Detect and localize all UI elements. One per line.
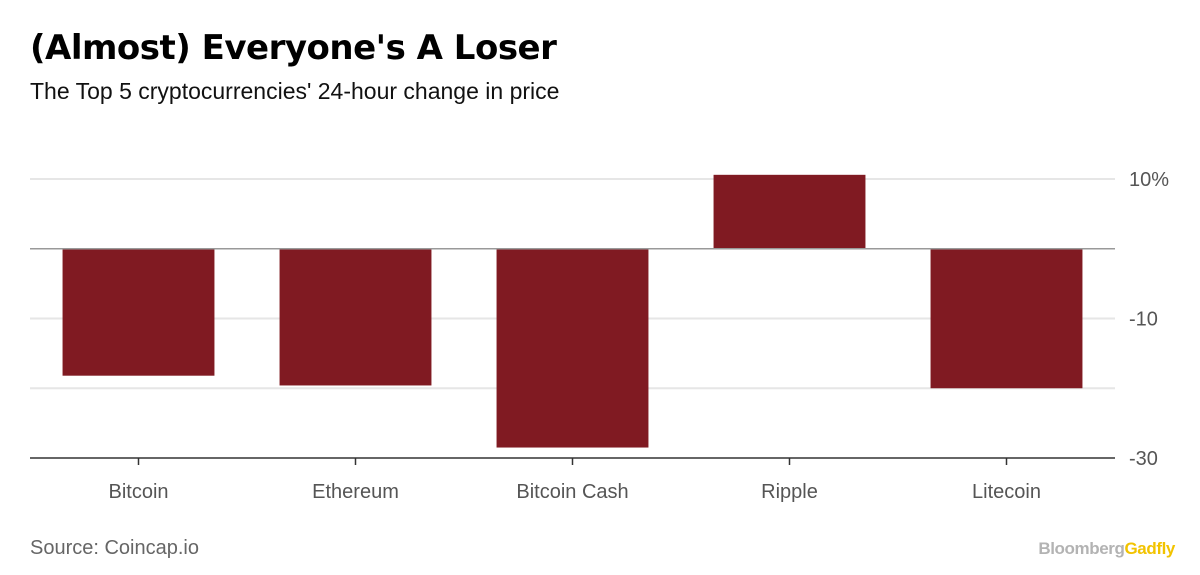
chart-title: (Almost) Everyone's A Loser: [30, 28, 557, 68]
chart-subtitle: The Top 5 cryptocurrencies' 24-hour chan…: [30, 78, 560, 104]
y-tick-label: -10: [1129, 309, 1158, 331]
brand-secondary: Gadfly: [1124, 539, 1175, 558]
bar-litecoin: [930, 248, 1083, 389]
axes: [30, 248, 1115, 465]
bar-ethereum: [279, 248, 432, 386]
x-tick-label: Ripple: [761, 481, 818, 503]
brand-primary: Bloomberg: [1038, 539, 1125, 558]
bloomberg-gadfly-logo: BloombergGadfly: [1038, 539, 1175, 559]
labels: Bitcoin Ethereum Bitcoin Cash Ripple Litecoi…: [108, 169, 1169, 503]
x-tick-label: Litecoin: [972, 481, 1041, 503]
bar-ripple: [713, 174, 866, 249]
bar-chart: Bitcoin Ethereum Bitcoin Cash Ripple Litecoi…: [30, 169, 1169, 503]
source-note: Source: Coincap.io: [30, 537, 199, 559]
y-tick-label: 10%: [1129, 169, 1169, 191]
bars: [62, 174, 1083, 448]
x-tick-label: Bitcoin: [108, 481, 168, 503]
y-tick-label: -30: [1129, 448, 1158, 470]
x-tick-label: Bitcoin Cash: [516, 481, 628, 503]
bar-bitcoin-cash: [496, 248, 649, 448]
x-tick-label: Ethereum: [312, 481, 399, 503]
bar-bitcoin: [62, 248, 215, 376]
